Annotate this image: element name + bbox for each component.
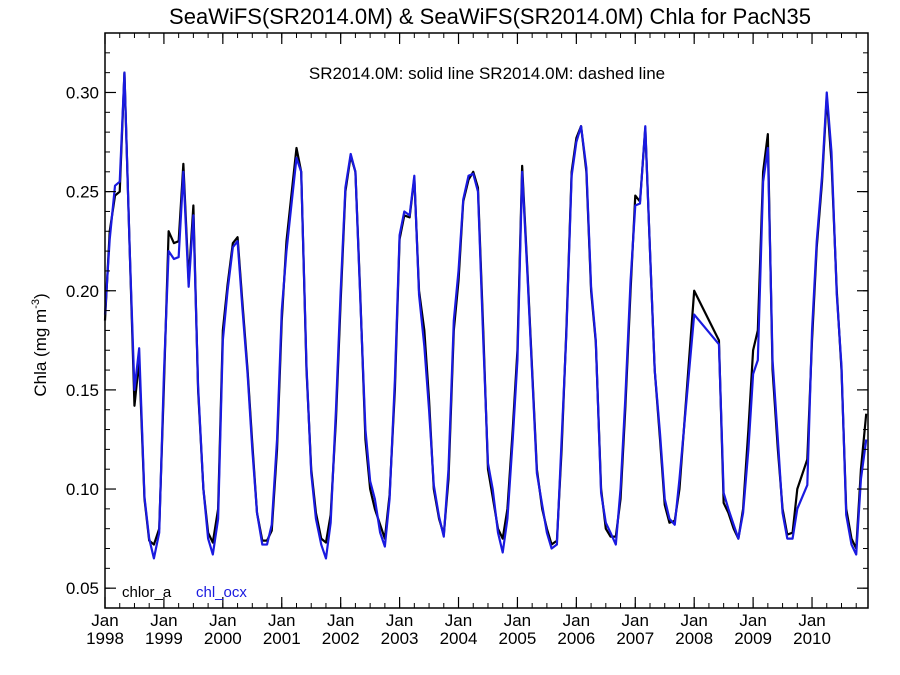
x-tick-label-year: 2009	[734, 629, 772, 648]
axes-layer: 0.050.100.150.200.250.30Jan1998Jan1999Ja…	[66, 32, 868, 648]
y-axis-label-text: Chla (mg m	[31, 309, 50, 397]
legend: chlor_a chl_ocx	[122, 584, 247, 601]
y-tick-label: 0.20	[66, 282, 99, 301]
x-tick-label-month: Jan	[268, 611, 295, 630]
y-axis-label: Chla (mg m-3)	[30, 293, 50, 396]
x-tick-label-year: 1999	[145, 629, 183, 648]
x-tick-label-month: Jan	[327, 611, 354, 630]
plot-frame	[104, 32, 869, 609]
x-tick-label-month: Jan	[504, 611, 531, 630]
y-tick-label: 0.30	[66, 83, 99, 102]
x-tick-label-year: 2006	[557, 629, 595, 648]
y-tick-label: 0.15	[66, 381, 99, 400]
x-tick-label-year: 2002	[322, 629, 360, 648]
x-tick-label-month: Jan	[563, 611, 590, 630]
x-tick-label-year: 1998	[86, 629, 124, 648]
x-tick-label-year: 2003	[381, 629, 419, 648]
x-tick-label-month: Jan	[150, 611, 177, 630]
legend-label-chlor-a: chlor_a	[122, 584, 172, 601]
y-tick-label: 0.25	[66, 183, 99, 202]
x-tick-label-month: Jan	[209, 611, 236, 630]
series-line-chl-ocx	[103, 71, 868, 560]
y-tick-label: 0.05	[66, 579, 99, 598]
x-tick-label-year: 2001	[263, 629, 301, 648]
x-tick-label-year: 2007	[616, 629, 654, 648]
x-tick-label-month: Jan	[680, 611, 707, 630]
chart-subtitle: SR2014.0M: solid line SR2014.0M: dashed …	[309, 64, 665, 83]
x-tick-label-month: Jan	[445, 611, 472, 630]
series-layer	[103, 71, 868, 560]
x-tick-label-month: Jan	[739, 611, 766, 630]
x-tick-label-month: Jan	[91, 611, 118, 630]
y-tick-label: 0.10	[66, 480, 99, 499]
x-tick-label-month: Jan	[798, 611, 825, 630]
y-axis-label-close: )	[31, 293, 50, 299]
legend-label-chl-ocx: chl_ocx	[196, 584, 247, 601]
x-tick-label-month: Jan	[622, 611, 649, 630]
chart-title: SeaWiFS(SR2014.0M) & SeaWiFS(SR2014.0M) …	[169, 4, 811, 29]
x-tick-label-year: 2008	[675, 629, 713, 648]
x-tick-label-year: 2004	[440, 629, 478, 648]
x-tick-label-year: 2010	[793, 629, 831, 648]
x-tick-label-month: Jan	[386, 611, 413, 630]
x-tick-label-year: 2005	[499, 629, 537, 648]
x-tick-label-year: 2000	[204, 629, 242, 648]
y-axis-label-superscript: -3	[30, 299, 42, 309]
